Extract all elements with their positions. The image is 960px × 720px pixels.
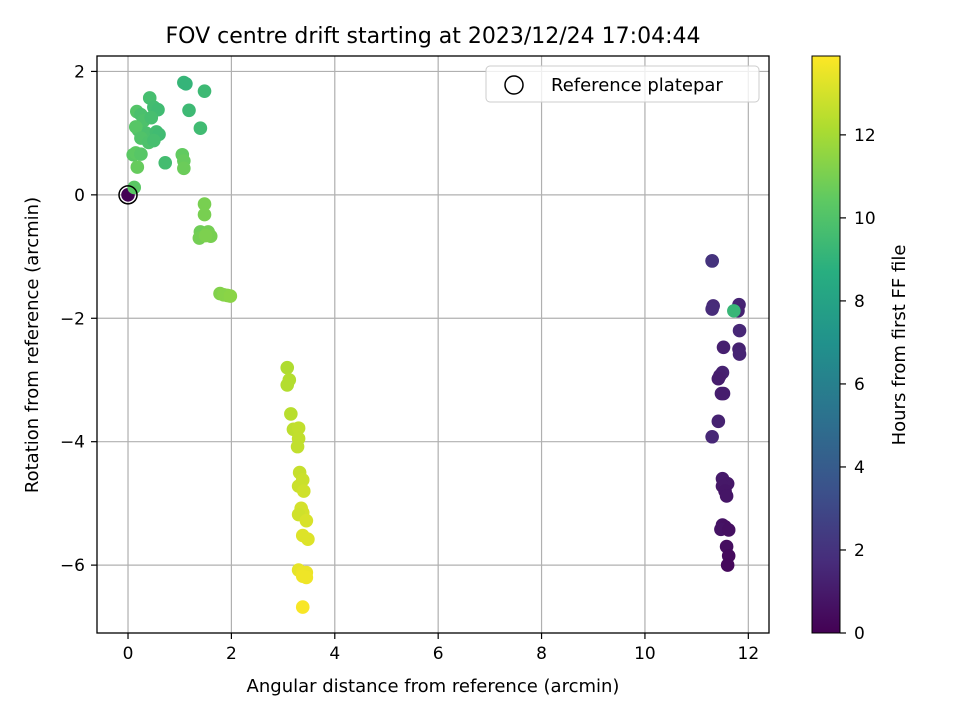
data-point — [144, 110, 159, 125]
x-tick-label: 6 — [433, 644, 444, 664]
data-point — [295, 600, 310, 614]
colorbar-tick-label: 2 — [854, 541, 865, 561]
colorbar-tick-label: 0 — [854, 624, 865, 644]
data-point — [732, 323, 747, 338]
x-tick-label: 10 — [634, 644, 656, 664]
data-point — [193, 121, 208, 136]
data-point — [296, 484, 311, 498]
legend: Reference platepar — [485, 65, 760, 103]
data-point — [128, 120, 143, 134]
x-tick-label: 8 — [536, 644, 547, 664]
colorbar-tick-label: 6 — [854, 375, 865, 395]
y-tick-label: −2 — [60, 309, 85, 329]
chart-title: FOV centre drift starting at 2023/12/24 … — [166, 24, 701, 49]
colorbar: 0 2 4 6 8 10 12 Hours from first FF file — [811, 55, 910, 644]
legend-reference-marker — [504, 75, 524, 95]
data-point — [716, 340, 731, 355]
data-point — [198, 228, 213, 243]
data-point — [716, 386, 731, 401]
y-tick-label: 0 — [74, 186, 85, 206]
data-point — [290, 439, 305, 454]
data-point — [719, 489, 734, 503]
y-axis-ticks: −6 −4 −2 0 2 — [60, 62, 97, 576]
data-point — [197, 84, 212, 98]
data-point — [705, 254, 719, 268]
data-point — [299, 570, 314, 585]
colorbar-label: Hours from first FF file — [889, 245, 910, 446]
plot-frame — [96, 55, 770, 634]
colorbar-tick-label: 4 — [854, 458, 865, 478]
data-point — [134, 147, 148, 161]
data-point — [197, 207, 212, 222]
x-tick-label: 0 — [123, 644, 134, 664]
x-tick-label: 2 — [226, 644, 237, 664]
data-point — [705, 429, 719, 444]
data-point — [732, 347, 747, 361]
data-point — [299, 513, 314, 528]
data-point — [720, 558, 735, 572]
data-point — [291, 421, 306, 435]
data-point — [711, 414, 726, 429]
legend-entry-reference: Reference platepar — [551, 75, 723, 96]
data-point — [280, 360, 295, 375]
legend-box — [485, 65, 760, 103]
data-point — [301, 532, 315, 546]
colorbar-tick-label: 8 — [854, 292, 865, 312]
colorbar-tick-label: 10 — [854, 209, 876, 229]
x-tick-label: 12 — [738, 644, 760, 664]
colorbar-ticks: 0 2 4 6 8 10 12 — [840, 126, 876, 644]
data-point — [197, 197, 212, 211]
data-point — [177, 161, 191, 176]
colorbar-gradient — [811, 55, 841, 634]
y-tick-label: 2 — [74, 62, 85, 82]
x-axis-ticks: 0 2 4 6 8 10 12 — [123, 633, 760, 664]
data-point — [280, 378, 295, 392]
y-axis-label: Rotation from reference (arcmin) — [22, 197, 43, 493]
data-point — [182, 103, 196, 118]
data-point — [721, 523, 736, 537]
y-tick-label: −4 — [60, 433, 85, 453]
data-point — [179, 76, 193, 91]
data-point — [158, 155, 173, 170]
data-point — [147, 133, 161, 148]
grid-lines — [97, 56, 769, 633]
y-tick-label: −6 — [60, 556, 85, 576]
data-point — [711, 371, 726, 386]
reference-marker — [118, 185, 138, 205]
colorbar-tick-label: 12 — [854, 126, 876, 146]
x-tick-label: 4 — [329, 644, 340, 664]
data-points — [118, 75, 747, 614]
data-point — [223, 289, 238, 303]
data-point — [284, 407, 298, 421]
data-point — [130, 160, 145, 174]
data-point — [705, 302, 719, 316]
x-axis-label: Angular distance from reference (arcmin) — [247, 676, 620, 697]
data-point — [727, 304, 741, 318]
